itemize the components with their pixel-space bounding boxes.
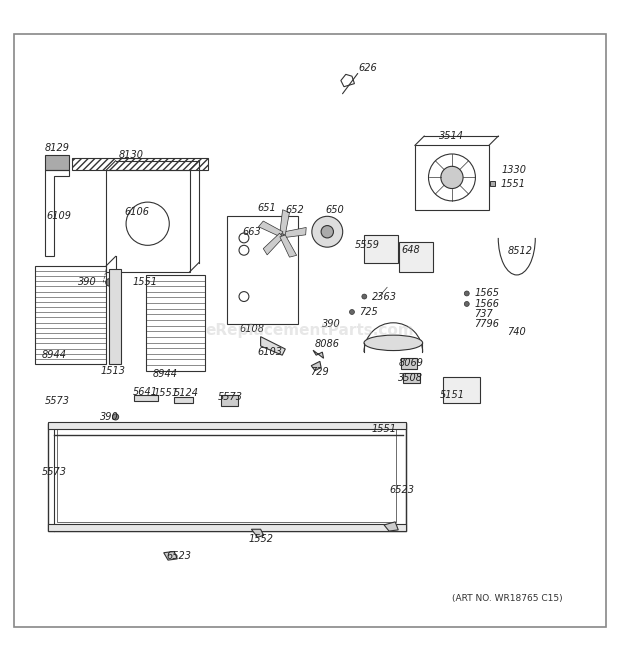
- Bar: [365, 235, 398, 262]
- Circle shape: [112, 414, 118, 420]
- Text: 8130: 8130: [118, 149, 144, 159]
- Bar: [73, 158, 208, 170]
- Bar: [109, 269, 120, 364]
- Circle shape: [105, 279, 113, 286]
- Bar: [399, 242, 433, 272]
- Polygon shape: [264, 233, 283, 255]
- Bar: [48, 524, 405, 531]
- Bar: [227, 216, 298, 325]
- Circle shape: [321, 225, 334, 238]
- Bar: [174, 397, 193, 403]
- Text: 1330: 1330: [502, 165, 526, 175]
- Polygon shape: [311, 362, 321, 371]
- Circle shape: [350, 309, 355, 315]
- Text: 8129: 8129: [45, 143, 69, 153]
- Polygon shape: [259, 221, 283, 237]
- Ellipse shape: [364, 335, 423, 350]
- Text: 8944: 8944: [153, 369, 177, 379]
- Text: 390: 390: [322, 319, 341, 329]
- Bar: [443, 377, 480, 403]
- Text: eReplacementParts.com: eReplacementParts.com: [206, 323, 414, 338]
- Circle shape: [277, 230, 287, 240]
- Bar: [48, 423, 405, 531]
- Text: 2363: 2363: [372, 292, 397, 301]
- Text: 651: 651: [257, 204, 277, 214]
- Text: 5151: 5151: [440, 390, 464, 401]
- Text: 729: 729: [310, 368, 329, 377]
- Bar: [221, 395, 238, 406]
- Text: 1551: 1551: [500, 178, 525, 188]
- Bar: [106, 170, 190, 272]
- Text: 6523: 6523: [389, 485, 414, 494]
- Text: 5124: 5124: [174, 389, 199, 399]
- Bar: [134, 395, 157, 401]
- Text: 5641: 5641: [133, 387, 158, 397]
- Polygon shape: [280, 235, 296, 257]
- Bar: [415, 145, 489, 210]
- Circle shape: [362, 294, 367, 299]
- Text: 6523: 6523: [167, 551, 192, 561]
- Bar: [57, 429, 396, 522]
- Text: 7796: 7796: [474, 319, 499, 329]
- Text: 648: 648: [401, 245, 420, 255]
- Text: 1551: 1551: [154, 389, 179, 399]
- Text: 737: 737: [474, 309, 493, 319]
- Circle shape: [464, 291, 469, 296]
- Text: 5573: 5573: [45, 397, 69, 407]
- Text: 725: 725: [360, 307, 378, 317]
- Text: 1551: 1551: [372, 424, 397, 434]
- Polygon shape: [164, 551, 177, 560]
- Circle shape: [464, 301, 469, 307]
- Text: 663: 663: [242, 227, 261, 237]
- Bar: [35, 266, 106, 364]
- Polygon shape: [283, 227, 306, 238]
- Text: 626: 626: [358, 63, 377, 73]
- Text: 390: 390: [100, 412, 119, 422]
- Text: 8512: 8512: [508, 247, 533, 256]
- Text: 5573: 5573: [218, 392, 242, 402]
- Text: 1566: 1566: [474, 299, 499, 309]
- Text: 740: 740: [508, 327, 526, 337]
- Text: 8944: 8944: [42, 350, 66, 360]
- Circle shape: [312, 216, 343, 247]
- Bar: [48, 422, 405, 429]
- Text: 6103: 6103: [257, 347, 283, 357]
- Text: 1552: 1552: [248, 533, 273, 543]
- Text: 390: 390: [78, 278, 97, 288]
- Text: 8086: 8086: [314, 339, 339, 349]
- Text: 6109: 6109: [46, 212, 71, 221]
- Bar: [490, 181, 495, 186]
- Text: (ART NO. WR18765 C15): (ART NO. WR18765 C15): [452, 594, 563, 603]
- Text: 6106: 6106: [125, 207, 150, 217]
- Polygon shape: [313, 350, 324, 358]
- Text: 1565: 1565: [474, 288, 499, 299]
- Text: 650: 650: [326, 205, 344, 215]
- Circle shape: [441, 167, 463, 188]
- Text: 652: 652: [285, 205, 304, 215]
- Bar: [146, 275, 205, 371]
- Text: 5573: 5573: [42, 467, 66, 477]
- Text: 8069: 8069: [398, 358, 423, 368]
- Polygon shape: [280, 210, 290, 235]
- Polygon shape: [251, 529, 264, 537]
- Text: 1551: 1551: [132, 278, 157, 288]
- Text: 1513: 1513: [100, 366, 125, 375]
- Polygon shape: [384, 522, 398, 531]
- Text: 5559: 5559: [355, 241, 379, 251]
- Bar: [401, 358, 417, 369]
- Text: 3508: 3508: [397, 373, 423, 383]
- Text: 3514: 3514: [440, 131, 464, 141]
- Text: 6108: 6108: [239, 324, 264, 334]
- Bar: [45, 155, 69, 170]
- Bar: [402, 373, 420, 383]
- Polygon shape: [260, 336, 285, 355]
